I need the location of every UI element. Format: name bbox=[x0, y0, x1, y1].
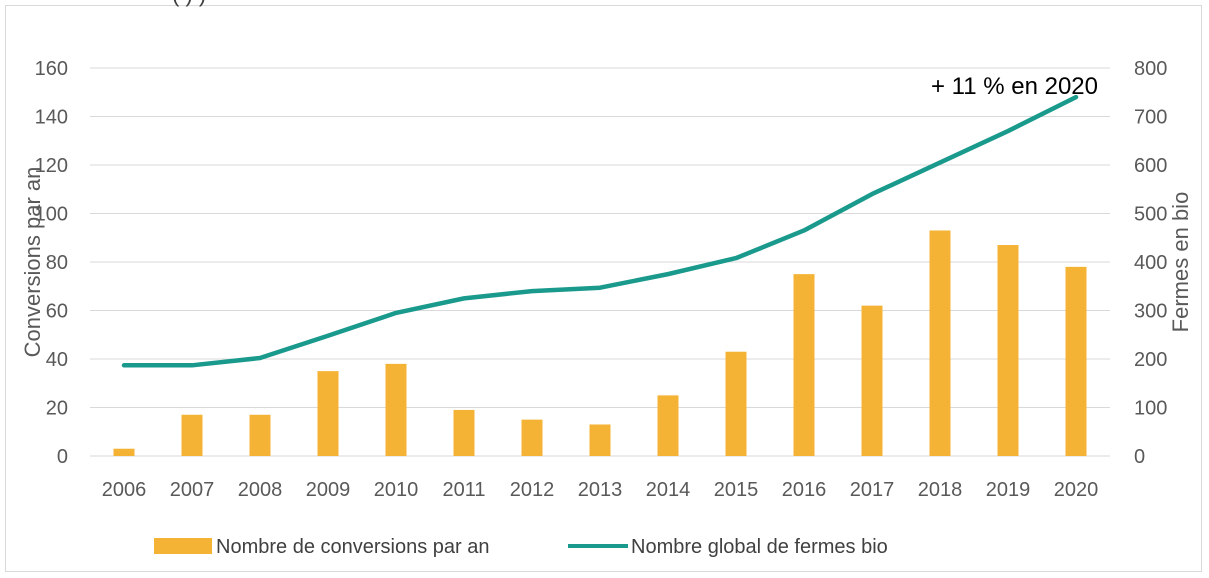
x-tick-label: 2015 bbox=[714, 479, 759, 501]
left-tick-label: 120 bbox=[35, 155, 68, 177]
bar-2012 bbox=[521, 419, 543, 456]
x-tick-label: 2020 bbox=[1054, 479, 1099, 501]
x-tick-label: 2014 bbox=[646, 479, 691, 501]
x-tick-label: 2007 bbox=[170, 479, 215, 501]
right-tick-label: 800 bbox=[1134, 58, 1167, 80]
x-axis-ticks: 2006 2007 2008 2009 2010 2011 2012 2013 2014 2015… bbox=[102, 479, 1099, 501]
bar-2018 bbox=[929, 230, 951, 456]
left-tick-label: 20 bbox=[46, 398, 68, 420]
bar-2007 bbox=[181, 414, 203, 456]
legend: Nombre de conversions par an Nombre glob… bbox=[154, 536, 888, 558]
bar-2019 bbox=[997, 245, 1019, 456]
x-tick-label: 2008 bbox=[238, 479, 283, 501]
x-tick-label: 2017 bbox=[850, 479, 895, 501]
bar-2013 bbox=[589, 424, 611, 456]
right-tick-label: 0 bbox=[1134, 446, 1145, 468]
left-tick-label: 40 bbox=[46, 349, 68, 371]
right-tick-label: 100 bbox=[1134, 398, 1167, 420]
right-axis-ticks: 0 100 200 300 400 500 600 700 800 bbox=[1134, 58, 1167, 468]
left-tick-label: 0 bbox=[57, 446, 68, 468]
legend-swatch-bars bbox=[154, 538, 212, 554]
x-tick-label: 2006 bbox=[102, 479, 147, 501]
right-tick-label: 600 bbox=[1134, 155, 1167, 177]
bar-2016 bbox=[793, 274, 815, 456]
bar-2009 bbox=[317, 371, 339, 456]
left-tick-label: 100 bbox=[35, 204, 68, 226]
left-axis-title: Conversions par an bbox=[20, 167, 45, 358]
chart-frame bbox=[5, 5, 1202, 572]
bar-2017 bbox=[861, 305, 883, 456]
x-tick-label: 2019 bbox=[986, 479, 1031, 501]
legend-label-line: Nombre global de fermes bio bbox=[631, 536, 888, 558]
left-tick-label: 160 bbox=[35, 58, 68, 80]
right-tick-label: 400 bbox=[1134, 252, 1167, 274]
left-axis-ticks: 0 20 40 60 80 100 120 140 160 bbox=[35, 58, 68, 468]
x-tick-label: 2011 bbox=[442, 479, 485, 501]
bar-2020 bbox=[1065, 266, 1087, 456]
x-tick-label: 2012 bbox=[510, 479, 555, 501]
bar-2008 bbox=[249, 414, 271, 456]
bar-2011 bbox=[453, 409, 475, 456]
left-tick-label: 140 bbox=[35, 107, 68, 129]
right-tick-label: 500 bbox=[1134, 204, 1167, 226]
left-tick-label: 80 bbox=[46, 252, 68, 274]
right-tick-label: 700 bbox=[1134, 107, 1167, 129]
bar-2010 bbox=[385, 363, 407, 456]
bar-2014 bbox=[657, 395, 679, 456]
right-tick-label: 300 bbox=[1134, 301, 1167, 323]
gridlines bbox=[90, 67, 1110, 457]
x-tick-label: 2010 bbox=[374, 479, 419, 501]
growth-annotation: + 11 % en 2020 bbox=[931, 73, 1098, 100]
right-tick-label: 200 bbox=[1134, 349, 1167, 371]
x-tick-label: 2016 bbox=[782, 479, 827, 501]
x-tick-label: 2009 bbox=[306, 479, 351, 501]
line-series bbox=[121, 94, 1079, 368]
chart-title-partial: ( ) ) bbox=[172, 0, 206, 7]
right-axis-title: Fermes en bio bbox=[1168, 192, 1193, 333]
bar-series bbox=[113, 230, 1087, 456]
x-tick-label: 2013 bbox=[578, 479, 623, 501]
bar-2006 bbox=[113, 448, 135, 456]
bar-2015 bbox=[725, 351, 747, 456]
legend-label-bars: Nombre de conversions par an bbox=[216, 536, 489, 558]
left-tick-label: 60 bbox=[46, 301, 68, 323]
x-tick-label: 2018 bbox=[918, 479, 963, 501]
